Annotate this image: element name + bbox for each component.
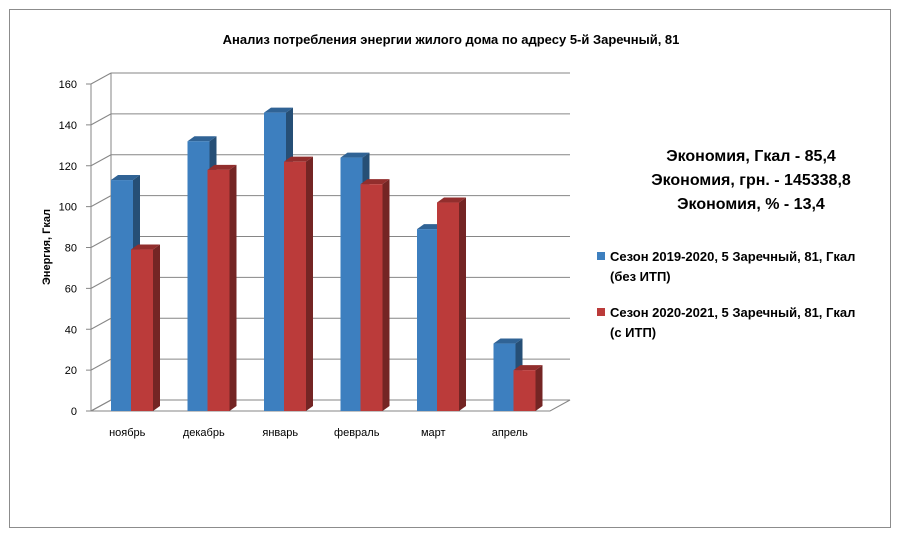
savings-gcal: Экономия, Гкал - 85,4: [666, 148, 836, 165]
bar: [417, 229, 439, 411]
y-tick-label: 160: [59, 79, 77, 91]
y-tick-label: 80: [65, 243, 77, 255]
bar-side: [229, 164, 237, 411]
legend-item-2020-2021: Сезон 2020-2021, 5 Заречный, 81, Гкал (с…: [597, 303, 887, 343]
legend: Сезон 2019-2020, 5 Заречный, 81, Гкал (б…: [597, 247, 887, 359]
savings-uah: Экономия, грн. - 145338,8: [651, 172, 851, 189]
y-tick-label: 0: [71, 406, 77, 418]
bar: [340, 157, 363, 411]
bar: [360, 184, 383, 411]
y-tick-label: 60: [65, 283, 77, 295]
gridline-side: [90, 113, 112, 126]
gridline-side: [90, 358, 112, 371]
bar-top: [111, 175, 140, 181]
y-axis-label: Энергия, Гкал: [41, 209, 53, 285]
legend-swatch: [597, 252, 605, 260]
bar-side: [153, 244, 160, 411]
bar-top: [437, 197, 466, 203]
legend-item-2019-2020: Сезон 2019-2020, 5 Заречный, 81, Гкал (б…: [597, 247, 887, 287]
floor: [90, 399, 571, 412]
x-tick-label: январь: [262, 427, 298, 439]
bar: [111, 180, 133, 411]
bar-top: [207, 164, 237, 170]
chart-title: Анализ потребления энергии жилого дома п…: [222, 32, 680, 47]
bar-top: [360, 179, 390, 185]
x-tick-label: ноябрь: [109, 427, 146, 439]
bar-top: [131, 244, 160, 250]
gridline-side: [90, 317, 112, 330]
bar-side: [382, 179, 390, 411]
bar: [513, 370, 536, 411]
gridline-side: [90, 236, 112, 248]
bar-top: [493, 338, 523, 344]
bar: [264, 112, 286, 412]
bar: [187, 141, 210, 411]
bar: [493, 343, 516, 411]
bar-top: [284, 156, 313, 162]
y-tick-label: 120: [59, 161, 77, 173]
bar-side: [535, 365, 543, 411]
x-tick-label: февраль: [334, 427, 380, 439]
x-tick-label: декабрь: [183, 427, 225, 439]
bar-top: [513, 365, 543, 371]
bar: [284, 161, 306, 411]
bar-top: [340, 152, 370, 158]
x-tick-label: апрель: [492, 427, 528, 439]
gridline-side: [90, 276, 112, 289]
bar: [207, 169, 230, 411]
y-tick-label: 140: [59, 120, 77, 132]
savings-percent: Экономия, % - 13,4: [677, 196, 825, 213]
bar-side: [459, 197, 466, 411]
bar: [131, 249, 153, 411]
gridline-side: [90, 72, 112, 85]
legend-swatch: [597, 308, 605, 316]
gridline-side: [90, 154, 112, 167]
y-tick-label: 20: [65, 365, 77, 377]
gridline-side: [90, 195, 112, 208]
legend-label: Сезон 2019-2020, 5 Заречный, 81, Гкал (б…: [610, 249, 856, 284]
bar-side: [306, 156, 313, 411]
y-tick-label: 40: [65, 324, 77, 336]
bar-top: [264, 107, 293, 113]
bar-top: [187, 136, 217, 142]
bar: [437, 202, 459, 411]
legend-label: Сезон 2020-2021, 5 Заречный, 81, Гкал (с…: [610, 305, 856, 340]
x-tick-label: март: [421, 427, 446, 439]
y-tick-label: 100: [59, 202, 77, 214]
savings-summary: Экономия, Гкал - 85,4 Экономия, грн. - 1…: [626, 145, 876, 217]
